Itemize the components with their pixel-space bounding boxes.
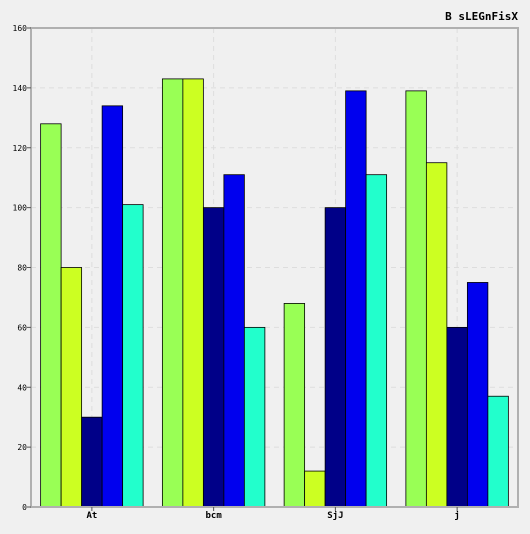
y-tick-label: 0 — [22, 503, 27, 512]
bar-At-2 — [81, 416, 103, 508]
bar-SjJ-2 — [324, 207, 347, 508]
bar-bcm-0 — [161, 78, 184, 508]
bars — [40, 78, 509, 508]
y-tick-label: 160 — [13, 24, 28, 33]
bar-j-0 — [405, 90, 427, 508]
bar-j-2 — [446, 326, 468, 508]
y-tick-label: 100 — [13, 204, 28, 213]
bar-At-1 — [60, 267, 83, 508]
bar-SjJ-3 — [345, 90, 367, 508]
x-tick-label: bcm — [205, 511, 222, 521]
x-tick-label: At — [86, 511, 97, 521]
y-tick-label: 20 — [17, 443, 27, 452]
bar-bcm-1 — [182, 78, 204, 508]
bar-SjJ-1 — [304, 470, 326, 508]
x-axis-ticks: At bcm SjJ j — [86, 507, 460, 521]
y-tick-label: 40 — [17, 383, 27, 392]
x-tick-label: j — [454, 510, 459, 521]
chart-title: B sLEGnFisX — [445, 10, 518, 23]
y-axis-ticks: 0 20 40 60 80 100 120 140 160 — [13, 24, 31, 512]
bar-At-3 — [101, 105, 124, 508]
bar-bcm-2 — [202, 207, 225, 508]
bar-j-3 — [466, 282, 489, 508]
bar-j-4 — [487, 395, 509, 508]
bar-j-1 — [425, 162, 448, 508]
bar-SjJ-4 — [365, 174, 388, 508]
bar-At-4 — [122, 204, 144, 508]
bar-bcm-4 — [243, 326, 266, 508]
bar-At-0 — [40, 123, 62, 508]
bar-SjJ-0 — [283, 303, 306, 508]
bar-bcm-3 — [223, 174, 245, 508]
y-tick-label: 120 — [13, 144, 28, 153]
y-tick-label: 140 — [13, 84, 28, 93]
x-tick-label: SjJ — [327, 510, 343, 521]
y-tick-label: 60 — [17, 323, 27, 332]
y-tick-label: 80 — [17, 264, 27, 273]
